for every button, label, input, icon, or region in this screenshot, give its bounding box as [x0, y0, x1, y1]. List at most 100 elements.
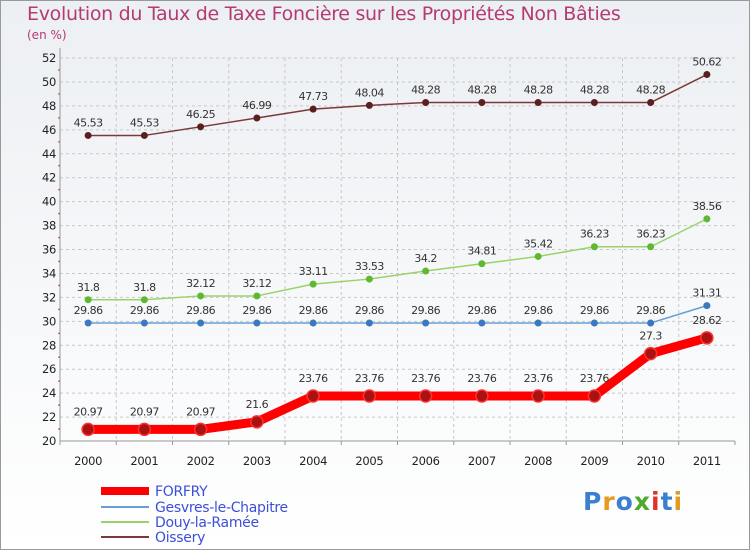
y-tick-label: 36	[42, 243, 56, 257]
legend-label-3: Oissery	[155, 530, 205, 546]
data-label: 36.23	[636, 228, 665, 241]
data-label: 29.86	[524, 304, 553, 317]
x-tick-label: 2011	[693, 454, 721, 468]
data-label: 45.53	[130, 116, 159, 129]
data-point	[365, 275, 373, 283]
data-point	[587, 389, 602, 403]
y-tick-label: 50	[42, 75, 56, 89]
chart-unit-label: (en %)	[27, 28, 67, 42]
x-tick-label: 2004	[299, 454, 327, 468]
data-point	[478, 319, 486, 327]
data-label: 23.76	[580, 372, 609, 385]
data-label: 34.2	[414, 252, 437, 265]
data-label: 23.76	[524, 372, 553, 385]
chart-title: Evolution du Taux de Taxe Foncière sur l…	[27, 3, 621, 25]
x-tick-label: 2003	[243, 454, 271, 468]
data-point	[309, 280, 317, 288]
data-point	[422, 99, 430, 107]
x-tick-label: 2010	[637, 454, 665, 468]
data-label: 31.8	[77, 281, 100, 294]
data-label: 29.86	[355, 304, 384, 317]
legend-label-2: Douy-la-Ramée	[155, 515, 259, 531]
data-label: 29.86	[186, 304, 215, 317]
data-point	[253, 319, 261, 327]
data-point	[700, 331, 714, 345]
data-label: 48.04	[355, 86, 384, 99]
data-label: 31.31	[692, 287, 721, 300]
data-label: 23.76	[355, 372, 384, 385]
data-label: 20.97	[186, 405, 215, 418]
logo-letter: x	[633, 487, 651, 516]
data-label: 29.86	[467, 304, 496, 317]
data-point	[647, 319, 655, 327]
data-label: 46.25	[186, 108, 215, 121]
data-point	[647, 243, 655, 251]
y-tick-label: 48	[42, 99, 56, 113]
y-minor-tick	[58, 236, 60, 239]
logo-letter: r	[602, 487, 616, 516]
data-label: 23.76	[467, 372, 496, 385]
data-label: 47.73	[299, 90, 328, 103]
y-minor-tick	[58, 140, 60, 143]
series-line-1	[87, 304, 708, 324]
data-point	[365, 101, 373, 109]
logo-letter: i	[651, 487, 661, 516]
series-line-0	[83, 333, 712, 434]
data-label: 21.6	[246, 398, 269, 411]
data-label: 36.23	[580, 228, 609, 241]
y-minor-tick	[58, 93, 60, 95]
data-label: 29.86	[580, 304, 609, 317]
data-point	[140, 319, 148, 327]
y-tick-label: 42	[42, 171, 56, 185]
data-label: 48.28	[524, 84, 553, 97]
data-label: 29.86	[242, 304, 271, 317]
data-point	[84, 131, 92, 139]
data-point	[84, 319, 92, 327]
logo-letter: P	[583, 487, 603, 516]
series-line-2	[87, 218, 708, 301]
data-point	[81, 422, 95, 437]
data-point	[250, 415, 264, 429]
data-point	[137, 422, 152, 437]
legend: FORFRYGesvres-le-ChapitreDouy-la-RaméeOi…	[101, 484, 288, 546]
data-point	[703, 215, 711, 223]
data-label: 38.56	[692, 200, 721, 213]
data-point	[534, 252, 542, 260]
data-label: 48.28	[636, 84, 665, 97]
y-tick-label: 28	[42, 338, 56, 352]
logo-letter: i	[673, 487, 684, 516]
logo-letter: t	[660, 487, 674, 516]
data-point	[253, 114, 261, 122]
y-tick-label: 22	[42, 410, 56, 424]
data-point	[197, 319, 205, 327]
data-point	[475, 389, 489, 403]
y-tick-label: 40	[42, 195, 56, 209]
data-point	[193, 422, 208, 437]
data-point	[534, 99, 542, 107]
y-tick-label: 34	[42, 266, 56, 280]
data-label: 48.28	[411, 84, 440, 97]
y-tick-label: 30	[42, 314, 56, 328]
series-line-3	[87, 73, 708, 137]
y-minor-tick	[58, 284, 60, 287]
data-label: 48.28	[580, 84, 609, 97]
grid	[60, 57, 735, 442]
y-tick-label: 26	[42, 362, 56, 376]
y-tick-label: 32	[42, 290, 56, 304]
data-label: 23.76	[299, 372, 328, 385]
data-label: 33.11	[299, 265, 328, 278]
data-labels: 20.97 20.97 20.97 21.6 23.76 23.76 23.76 23.76 2…	[74, 56, 723, 419]
data-point	[197, 123, 205, 131]
data-label: 23.76	[411, 372, 440, 385]
data-point	[140, 131, 148, 139]
x-tick-label: 2005	[355, 454, 383, 468]
data-label: 46.99	[242, 99, 271, 112]
y-tick-label: 52	[42, 51, 56, 65]
data-point	[306, 389, 320, 403]
data-point	[534, 319, 542, 327]
x-tick-label: 2001	[130, 454, 158, 468]
y-tick-label: 24	[42, 386, 56, 400]
data-point	[643, 346, 658, 361]
x-tick-label: 2006	[412, 454, 440, 468]
